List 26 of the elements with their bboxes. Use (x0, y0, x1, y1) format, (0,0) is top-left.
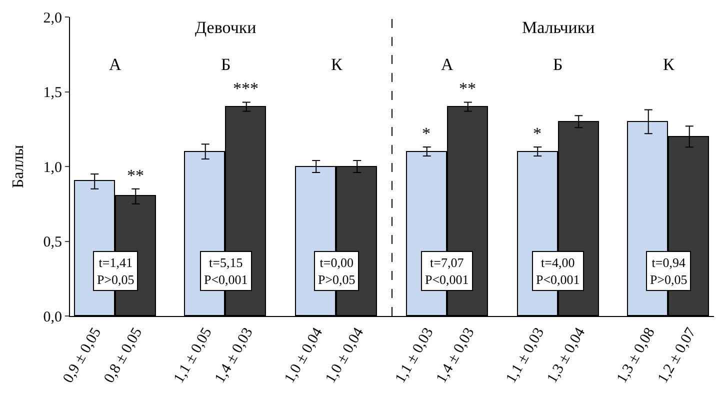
annotation: t=7,07 P<0,001 (425, 255, 469, 287)
annotation: Мальчики (522, 18, 595, 37)
annotation: Б (553, 55, 563, 74)
annotation: А (109, 55, 122, 74)
annotation: * (422, 124, 430, 143)
annotation: Девочки (195, 18, 256, 37)
annotation: t=0,00 P>0,05 (318, 255, 356, 287)
annotation: Б (221, 55, 231, 74)
annotation: ** (127, 166, 144, 185)
annotation: * (533, 124, 542, 143)
annotation: t=4,00 P<0,001 (536, 255, 580, 287)
y-axis-title: Баллы (10, 144, 28, 188)
y-tick-label: 1,0 (43, 160, 62, 176)
annotation: t=0,94 P>0,05 (650, 255, 688, 287)
annotation: К (331, 55, 343, 74)
x-tick-label: 1,3 ± 0,08 (614, 325, 658, 386)
annotation: *** (233, 79, 258, 98)
y-tick-label: 0,0 (43, 309, 62, 326)
y-tick-label: 1,5 (43, 85, 62, 101)
annotation: К (663, 55, 675, 74)
y-tick-label: 0,5 (43, 234, 62, 250)
annotation: ** (459, 79, 476, 98)
y-tick-label: 2,0 (43, 10, 62, 26)
annotation: t=1,41 P>0,05 (97, 255, 134, 287)
annotation: t=5,15 P<0,001 (204, 255, 248, 287)
annotation: А (441, 55, 454, 74)
